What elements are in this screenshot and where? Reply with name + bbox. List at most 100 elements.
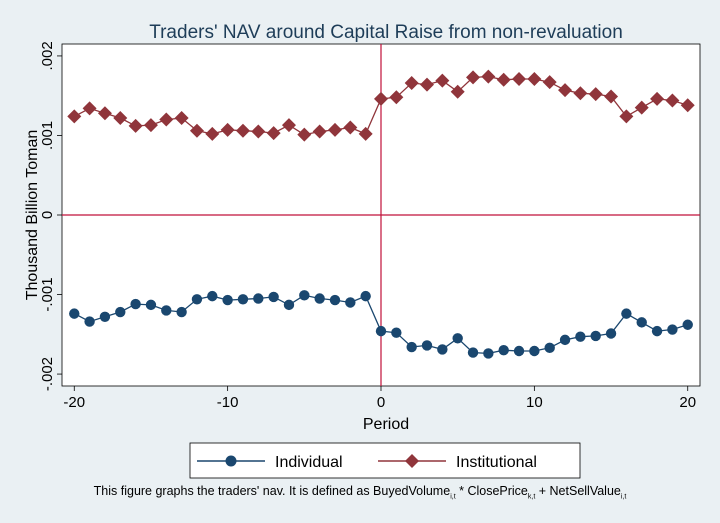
point-institutional — [343, 120, 358, 135]
point-institutional — [665, 93, 680, 108]
x-tick-label: -20 — [63, 394, 85, 411]
point-institutional — [573, 86, 588, 101]
point-individual — [253, 293, 264, 304]
point-individual — [682, 319, 693, 330]
point-individual — [559, 334, 571, 346]
point-institutional — [174, 110, 189, 125]
point-institutional — [435, 73, 450, 88]
point-institutional — [281, 118, 296, 133]
point-individual — [636, 317, 647, 328]
chart-title: Traders' NAV around Capital Raise from n… — [149, 22, 623, 43]
point-individual — [145, 299, 157, 311]
figure-caption: This figure graphs the traders' nav. It … — [0, 484, 720, 501]
point-institutional — [420, 77, 435, 92]
point-individual — [406, 341, 417, 353]
point-individual — [314, 293, 325, 304]
y-tick-label: .002 — [39, 41, 56, 70]
point-individual — [345, 297, 356, 308]
legend-marker-institutional — [405, 454, 419, 468]
point-institutional — [220, 122, 235, 137]
point-individual — [161, 305, 172, 316]
x-tick-label: -10 — [217, 394, 239, 411]
x-tick-label: 0 — [377, 394, 385, 411]
point-individual — [483, 348, 494, 359]
legend-label-individual: Individual — [275, 454, 343, 471]
point-individual — [69, 308, 80, 319]
point-institutional — [97, 106, 112, 121]
point-institutional — [450, 84, 465, 99]
point-institutional — [680, 98, 695, 113]
point-institutional — [634, 100, 649, 115]
caption-subscript: k,t — [527, 493, 536, 501]
point-individual — [391, 327, 402, 338]
axes: -20 -10 0 10 20 -.002 -.001 0 .001 .002 — [39, 41, 696, 411]
caption-text: This figure graphs the traders' nav. It … — [93, 484, 451, 498]
point-institutional — [113, 110, 128, 125]
y-tick-label: 0 — [39, 211, 56, 219]
point-individual — [498, 345, 509, 356]
x-axis-label: Period — [363, 416, 409, 433]
point-individual — [360, 290, 371, 302]
point-individual — [575, 331, 586, 342]
point-individual — [191, 294, 203, 305]
point-individual — [222, 294, 233, 306]
point-institutional — [143, 118, 158, 133]
point-institutional — [297, 127, 312, 142]
point-institutional — [235, 123, 250, 138]
point-institutional — [159, 112, 174, 127]
point-institutional — [82, 101, 97, 116]
point-individual — [529, 345, 540, 357]
point-institutional — [67, 109, 82, 124]
y-tick-label: .001 — [39, 121, 56, 150]
caption-subscript: i,t — [450, 493, 456, 501]
point-institutional — [481, 69, 496, 84]
legend: Individual Institutional — [189, 442, 581, 479]
legend-label-institutional: Institutional — [456, 454, 537, 471]
point-individual — [299, 290, 310, 301]
point-institutional — [327, 122, 342, 137]
point-institutional — [189, 123, 204, 138]
point-institutional — [128, 118, 143, 133]
point-institutional — [374, 91, 388, 106]
point-institutional — [404, 75, 419, 90]
point-individual — [115, 306, 126, 318]
point-institutional — [266, 126, 281, 141]
point-individual — [605, 328, 617, 339]
point-institutional — [588, 87, 603, 102]
point-individual — [467, 347, 479, 358]
point-individual — [130, 298, 141, 310]
point-institutional — [558, 83, 573, 98]
series-layer — [67, 69, 695, 359]
point-institutional — [512, 71, 527, 86]
caption-text: + NetSellValue — [535, 484, 621, 498]
point-institutional — [650, 91, 665, 106]
point-individual — [237, 294, 249, 305]
point-individual — [590, 330, 601, 342]
point-individual — [283, 299, 295, 311]
point-individual — [207, 290, 218, 302]
x-tick-label: 20 — [679, 394, 696, 411]
point-individual — [268, 291, 279, 303]
legend-marker-individual — [225, 455, 237, 467]
x-tick-label: 10 — [526, 394, 543, 411]
y-axis-label: Thousand Billion Toman — [24, 130, 41, 300]
y-tick-label: -.002 — [39, 357, 56, 391]
point-institutional — [466, 70, 481, 85]
point-institutional — [496, 72, 511, 87]
point-individual — [437, 344, 448, 355]
point-individual — [544, 342, 555, 354]
point-individual — [667, 324, 678, 335]
point-institutional — [542, 75, 557, 90]
point-individual — [513, 345, 525, 357]
point-individual — [621, 308, 632, 319]
point-individual — [452, 333, 463, 344]
point-institutional — [527, 71, 542, 86]
caption-text: * ClosePrice — [455, 484, 528, 498]
point-individual — [176, 306, 187, 318]
point-individual — [375, 325, 387, 337]
point-institutional — [205, 126, 220, 141]
point-institutional — [389, 90, 404, 105]
point-individual — [99, 311, 111, 323]
point-institutional — [358, 126, 373, 141]
